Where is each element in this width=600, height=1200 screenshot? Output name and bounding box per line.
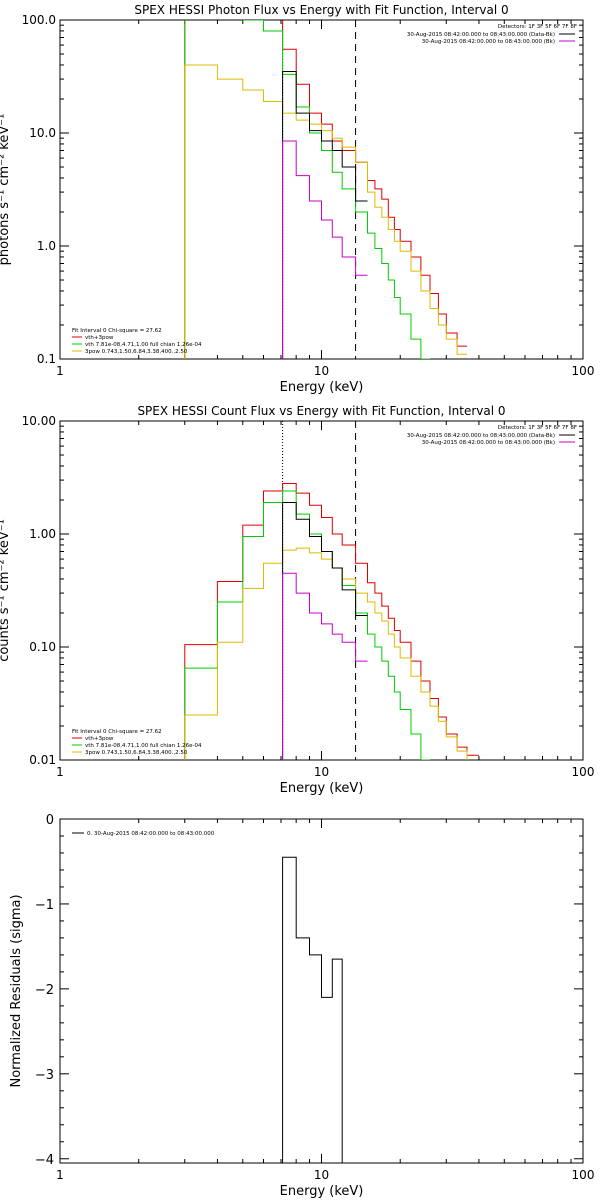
series-line-4 — [282, 502, 368, 760]
fit-legend-label: vth 7.81e-08,4.71,1.00 full chian 1.26e-… — [85, 342, 202, 348]
y-tick-label: 100.0 — [22, 13, 56, 27]
y-tick-label: −4 — [35, 1153, 54, 1168]
x-axis-label: Energy (keV) — [280, 781, 364, 796]
series-line-3 — [184, 64, 467, 359]
y-tick-label: −1 — [35, 898, 54, 913]
x-axis-label: Energy (keV) — [280, 380, 364, 395]
x-tick-label: 1 — [56, 765, 64, 779]
data-legend-label: 30-Aug-2015 08:42:00.000 to 08:43:00.000… — [422, 39, 555, 45]
data-area — [184, 421, 479, 760]
x-tick-label: 1 — [56, 1168, 64, 1182]
y-tick-label: 0 — [46, 813, 54, 828]
data-area — [282, 856, 356, 1163]
fit-legend-label: vth+3pow — [85, 335, 114, 341]
y-tick-label: 0.1 — [37, 352, 56, 366]
chart-title: SPEX HESSI Count Flux vs Energy with Fit… — [137, 404, 505, 418]
y-tick-label: 10.00 — [22, 414, 56, 428]
x-tick-label: 10 — [314, 765, 329, 779]
data-legend-label: 30-Aug-2015 08:42:00.000 to 08:43:00.000… — [407, 32, 555, 38]
y-tick-label: 10.0 — [29, 126, 56, 140]
y-tick-label: 0.10 — [29, 640, 56, 654]
fit-info-label: Fit Interval 0 Chi-square = 27.62 — [72, 328, 162, 334]
detectors-label: Detectors: 1F 3F 5F 6F 7F 8F — [498, 425, 577, 431]
x-tick-label: 10 — [314, 364, 329, 378]
data-area — [184, 20, 467, 359]
y-tick-label: −2 — [35, 983, 54, 998]
chart-panel-3: 1 10 100 Energy (keV) 0 −1 −2 −3 −4 Normalized Re… — [9, 813, 594, 1199]
data-legend-label: 30-Aug-2015 08:42:00.000 to 08:43:00.000… — [407, 433, 555, 439]
chart-panel-1: SPEX HESSI Photon Flux vs Energy with Fi… — [0, 3, 595, 395]
series-line-1 — [282, 856, 356, 1163]
y-tick-label: 1.0 — [37, 239, 56, 253]
plot-frame — [59, 19, 584, 360]
series-line-5 — [282, 140, 368, 359]
series-line-3 — [184, 547, 468, 760]
legend-label: 0. 30-Aug-2015 08:42:00.000 to 08:43:00.… — [87, 831, 215, 837]
y-axis-label: photons s⁻¹ cm⁻² keV⁻¹ — [0, 114, 12, 266]
series-line-2 — [184, 20, 430, 359]
y-axis-label: counts s⁻¹ cm⁻² keV⁻¹ — [0, 519, 12, 662]
plot-frame — [59, 420, 584, 761]
x-axis-label: Energy (keV) — [280, 1184, 364, 1199]
fit-legend-label: 3pow 0.743,1.50,6.84,3.38,400.,2.50 — [85, 349, 188, 355]
x-tick-label: 100 — [572, 364, 595, 378]
y-tick-label: −3 — [35, 1068, 54, 1083]
y-tick-label: 1.00 — [29, 527, 56, 541]
fit-legend-label: vth+3pow — [85, 736, 114, 742]
series-line-1 — [184, 20, 467, 359]
detectors-label: Detectors: 1F 3F 5F 6F 7F 8F — [498, 24, 577, 30]
x-tick-label: 100 — [572, 765, 595, 779]
fit-legend-label: vth 7.81e-08,4.71,1.00 full chian 1.26e-… — [85, 743, 202, 749]
chart-panel-2: SPEX HESSI Count Flux vs Energy with Fit… — [0, 404, 594, 796]
x-tick-label: 100 — [572, 1168, 595, 1182]
x-tick-label: 1 — [56, 364, 64, 378]
y-axis-label: Normalized Residuals (sigma) — [9, 894, 24, 1087]
series-line-2 — [184, 490, 430, 760]
y-tick-label: 0.01 — [29, 753, 56, 767]
fit-info-label: Fit Interval 0 Chi-square = 27.62 — [72, 729, 162, 735]
data-legend-label: 30-Aug-2015 08:42:00.000 to 08:43:00.000… — [422, 440, 555, 446]
series-line-5 — [282, 572, 368, 760]
fit-legend-label: 3pow 0.743,1.50,6.84,3.38,400.,2.50 — [85, 750, 188, 756]
x-tick-label: 10 — [314, 1168, 329, 1182]
series-line-4 — [282, 71, 368, 359]
chart-title: SPEX HESSI Photon Flux vs Energy with Fi… — [134, 3, 508, 17]
